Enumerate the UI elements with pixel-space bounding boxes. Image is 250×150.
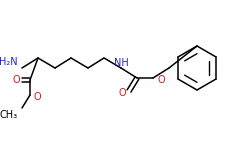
Text: NH: NH xyxy=(114,58,128,68)
Text: O: O xyxy=(118,88,126,98)
Text: O: O xyxy=(34,92,42,102)
Text: CH₃: CH₃ xyxy=(0,110,18,120)
Text: O: O xyxy=(12,75,20,85)
Text: O: O xyxy=(157,75,164,85)
Text: H₂N: H₂N xyxy=(0,57,18,67)
